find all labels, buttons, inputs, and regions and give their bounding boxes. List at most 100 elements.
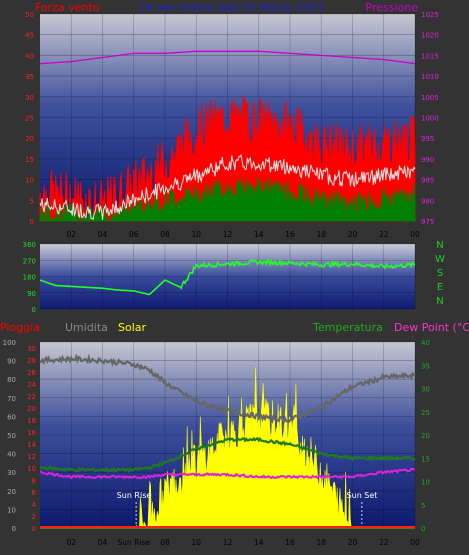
- humidity-tick-label: 80: [7, 376, 16, 384]
- dewpoint-legend: Dew Point (°C): [394, 321, 469, 334]
- rain-tick-label: 2: [32, 513, 36, 521]
- wind-tick-label: 50: [25, 11, 34, 19]
- temperature-tick-label: 35: [421, 362, 430, 370]
- wind-tick-label: 45: [25, 32, 34, 40]
- wind-tick-label: 0: [30, 218, 34, 226]
- compass-letter: W: [435, 254, 445, 265]
- rain-tick-label: 20: [27, 405, 36, 413]
- rain-tick-label: 8: [32, 477, 36, 485]
- time-tick-label: 04: [98, 230, 108, 239]
- degree-tick-label: 0: [32, 306, 36, 314]
- temperature-ticks: 0 5 10 15 20 25 30 35 40: [421, 339, 430, 533]
- compass-letter: N: [436, 296, 443, 307]
- humidity-tick-label: 20: [7, 488, 16, 496]
- chart-title: 24 ore meteo dati 10 Marzo 2021: [140, 1, 324, 14]
- rain-tick-label: 30: [27, 345, 36, 353]
- humidity-tick-label: 100: [3, 339, 16, 347]
- rain-axis-title: Pioggia: [0, 321, 40, 334]
- pressure-tick-label: 990: [421, 156, 434, 164]
- humidity-tick-label: 30: [7, 469, 16, 477]
- pressure-axis-title: Pressione: [366, 1, 419, 14]
- compass-letter: E: [437, 282, 443, 293]
- temperature-tick-label: 10: [421, 479, 430, 487]
- pressure-tick-label: 1025: [421, 11, 439, 19]
- rain-tick-label: 0: [32, 525, 36, 533]
- pressure-tick-label: 985: [421, 177, 434, 185]
- pressure-tick-label: 1010: [421, 73, 439, 81]
- humidity-tick-label: 10: [7, 506, 16, 514]
- pressure-ticks: 975 980 985 990 995 1000 1005 1010 1015 1020 1025: [421, 11, 439, 226]
- rain-tick-label: 14: [27, 441, 36, 449]
- wind-speed-ticks: 0 5 10 15 20 25 30 35 40 45 50: [25, 11, 34, 226]
- wind-tick-label: 40: [25, 52, 34, 60]
- rain-tick-label: 26: [27, 369, 36, 377]
- wind-plot-series: [39, 50, 416, 223]
- wind-average-series: [39, 175, 416, 222]
- time-tick-label: 06: [129, 230, 139, 239]
- time-tick-label: 22: [379, 230, 389, 239]
- pressure-tick-label: 995: [421, 135, 434, 143]
- time-tick-label: 20: [348, 538, 358, 547]
- time-tick-label: 14: [254, 538, 264, 547]
- humidity-tick-label: 60: [7, 413, 16, 421]
- rain-tick-label: 6: [32, 489, 37, 497]
- wind-tick-label: 20: [25, 135, 34, 143]
- time-tick-label: 14: [254, 230, 264, 239]
- time-tick-label: 02: [66, 230, 76, 239]
- time-tick-label: 12: [223, 230, 233, 239]
- time-tick-label: 02: [66, 538, 76, 547]
- solar-legend: Solar: [118, 321, 147, 334]
- temperature-tick-label: 0: [421, 525, 425, 533]
- time-tick-label: 20: [348, 230, 358, 239]
- rain-tick-label: 12: [27, 453, 36, 461]
- humidity-time-ticks: 02 04 Sun Rise 08 10 12 14 16 18 20 22 00: [66, 538, 420, 547]
- direction-degree-ticks: 0 90 180 270 360: [23, 241, 36, 314]
- time-tick-label: 08: [160, 538, 170, 547]
- time-tick-label: 10: [191, 538, 201, 547]
- time-tick-label: 18: [316, 230, 326, 239]
- humidity-tick-label: 90: [7, 358, 16, 366]
- time-tick-label: 04: [98, 538, 108, 547]
- temperature-tick-label: 40: [421, 339, 430, 347]
- humidity-tick-label: 40: [7, 451, 16, 459]
- temperature-line: [39, 436, 416, 474]
- direction-plot-series: [39, 258, 416, 296]
- humidity-tick-label: 70: [7, 395, 16, 403]
- time-tick-label: 22: [379, 538, 389, 547]
- temperature-humidity-panel: Pioggia Umidita Solar Temperatura Dew Po…: [0, 321, 469, 547]
- rain-tick-label: 28: [27, 357, 36, 365]
- humidity-line: [39, 353, 416, 425]
- rain-tick-label: 10: [27, 465, 36, 473]
- time-tick-label: 16: [285, 230, 295, 239]
- compass-letter: S: [437, 268, 443, 279]
- pressure-tick-label: 1020: [421, 32, 439, 40]
- humidity-plot-series: [39, 353, 416, 529]
- temperature-legend: Temperatura: [312, 321, 383, 334]
- rain-tick-label: 16: [27, 429, 36, 437]
- humidity-ticks: 0 10 20 30 40 50 60 70 80 90 100: [3, 339, 16, 533]
- time-tick-label: 16: [285, 538, 295, 547]
- rain-tick-label: 24: [27, 381, 36, 389]
- rain-tick-label: 22: [27, 393, 36, 401]
- temperature-tick-label: 30: [421, 386, 430, 394]
- wind-pressure-panel: Forza vento 24 ore meteo dati 10 Marzo 2…: [25, 1, 439, 239]
- time-tick-label: 00: [410, 538, 420, 547]
- sunrise-label: Sun Rise: [117, 491, 152, 500]
- rain-tick-label: 4: [32, 501, 37, 509]
- pressure-tick-label: 1005: [421, 94, 439, 102]
- wind-tick-label: 10: [25, 177, 34, 185]
- degree-tick-label: 270: [23, 257, 36, 265]
- time-tick-label: Sun Rise: [118, 538, 151, 547]
- degree-tick-label: 360: [23, 241, 36, 249]
- direction-plot-grid: [40, 243, 416, 310]
- wind-tick-label: 15: [25, 156, 34, 164]
- humidity-tick-label: 0: [12, 525, 16, 533]
- wind-direction-line: [39, 258, 416, 296]
- pressure-tick-label: 1015: [421, 52, 439, 60]
- degree-tick-label: 180: [23, 274, 36, 282]
- sunset-label: Sun Set: [347, 491, 378, 500]
